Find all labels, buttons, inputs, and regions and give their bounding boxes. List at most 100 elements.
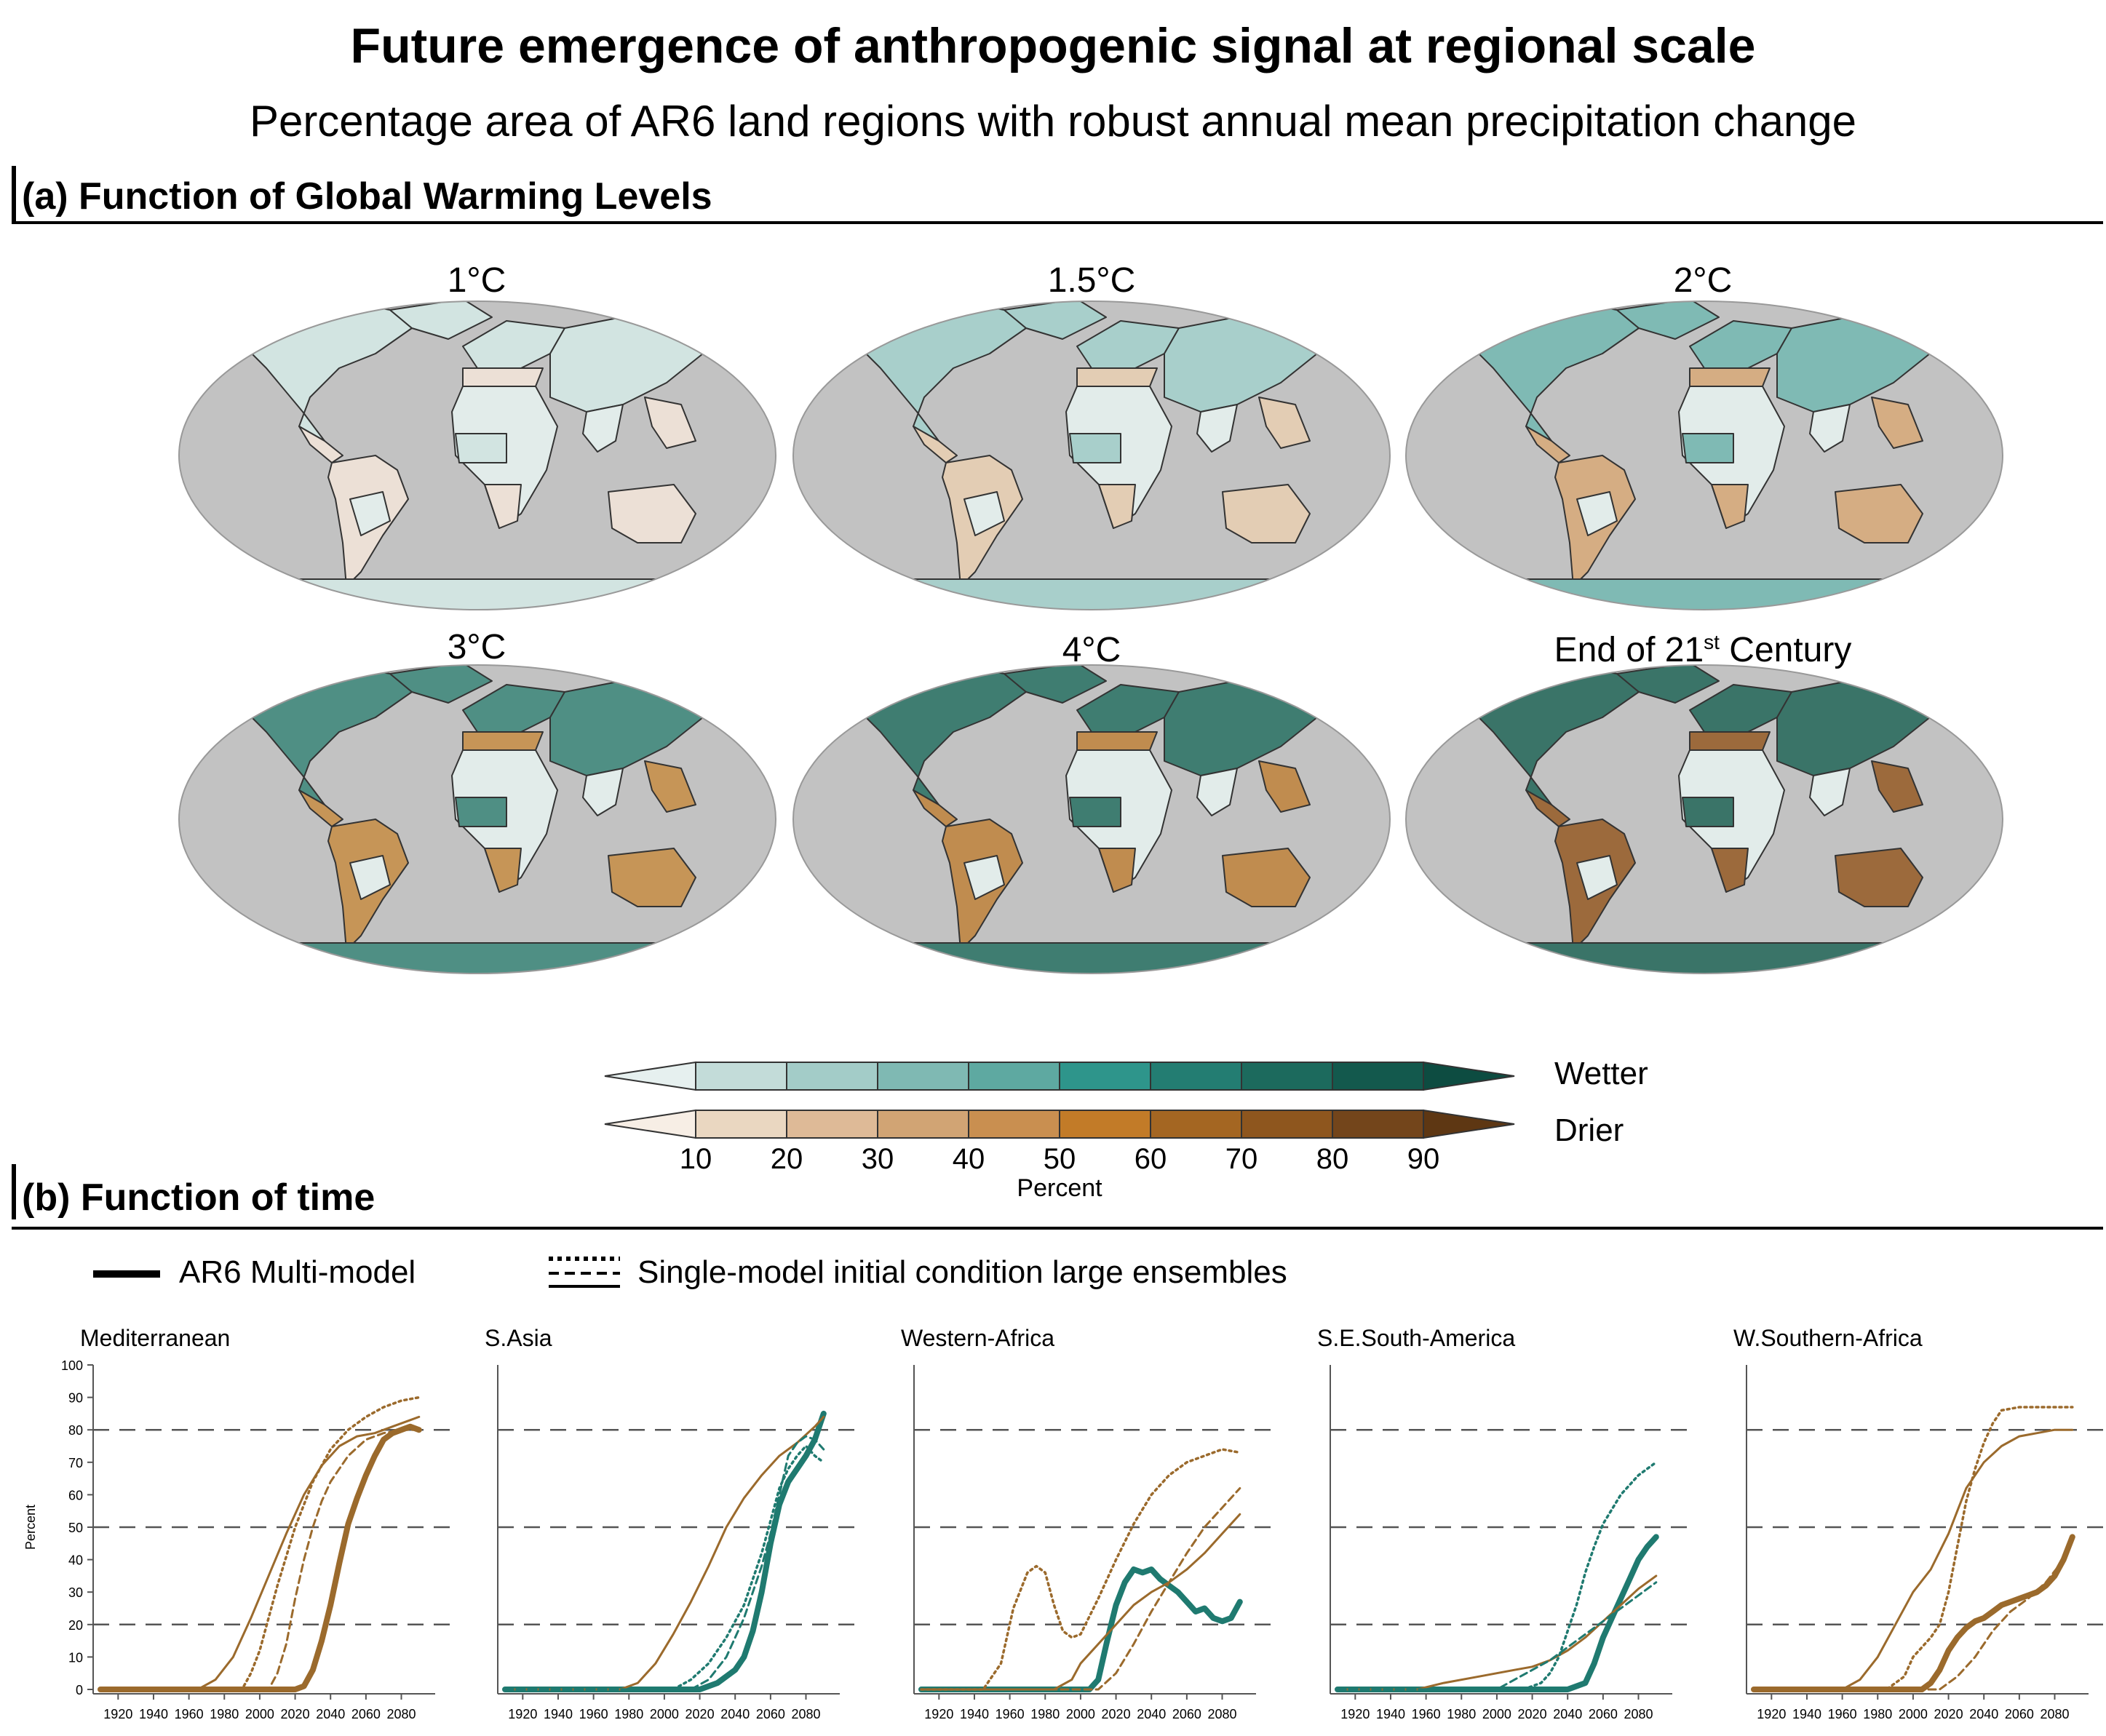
section-a-label: (a) Function of Global Warming Levels (22, 175, 712, 218)
time-series-panel-2: Western-Africa 1920 1940 1960 1980 2000 2020 20… (901, 1325, 1271, 1721)
time-series-panel-3: S.E.South-America 1920 1940 1960 1980 2000 202… (1317, 1325, 1687, 1721)
x-tick-label: 2020 (281, 1707, 310, 1721)
land-western-africa (1682, 797, 1734, 827)
land-southeast-asia (1258, 760, 1311, 813)
land-mediterranean (1689, 731, 1771, 751)
colorbar-dry-label: Drier (1554, 1112, 1624, 1148)
x-tick-label: 2040 (1137, 1707, 1166, 1721)
series-multi (918, 1566, 1243, 1692)
series-dashed (1752, 1539, 2074, 1691)
y-tick-label: 80 (68, 1423, 83, 1438)
land-antarctica (179, 942, 776, 973)
colorbar-wet (604, 1061, 1515, 1091)
x-tick-label: 2020 (686, 1707, 715, 1721)
land-australia (1222, 484, 1311, 544)
legend-large-ensembles-label: Single-model initial condition large ens… (637, 1254, 1287, 1290)
colorbar-dry-bin-6 (1241, 1110, 1333, 1139)
y-axis-label: Percent (23, 1505, 38, 1550)
colorbar: 10 20 30 40 50 60 70 80 90 Percent Wetter Drier (604, 1056, 1648, 1202)
colorbar-wet-bin-5 (1150, 1062, 1242, 1091)
land-south-asia (582, 768, 624, 816)
time-series-panel-0: Mediterranean 0 10 20 30 40 50 60 70 80 90 100 Perce… (23, 1325, 450, 1721)
x-tick-label: 2000 (1899, 1707, 1928, 1721)
section-a-marker (12, 166, 16, 221)
land-central-america (913, 426, 958, 463)
land-antarctica (1406, 942, 2003, 973)
colorbar-dry-low-arrow (604, 1109, 696, 1139)
section-b-rule (12, 1227, 2103, 1230)
series-dotted (1336, 1461, 1658, 1691)
colorbar-wet-low-arrow (604, 1061, 696, 1091)
land-australia (1222, 848, 1311, 907)
land-central-america (298, 789, 343, 827)
land-southern-africa (1711, 848, 1749, 893)
x-tick-label: 2040 (316, 1707, 345, 1721)
series-multi (1335, 1534, 1659, 1692)
series-dashed (920, 1487, 1241, 1691)
y-tick-label: 70 (68, 1456, 83, 1470)
series-dotted (99, 1395, 421, 1691)
land-australia (1835, 848, 1923, 907)
x-tick-label: 2000 (1066, 1707, 1095, 1721)
land-se-south-america (1576, 855, 1618, 900)
world-map-4 (792, 664, 1391, 974)
land-greenland (1004, 665, 1107, 704)
y-tick-label: 0 (76, 1683, 83, 1697)
land-greenland (1004, 301, 1107, 340)
x-tick-label: 1940 (139, 1707, 168, 1721)
colorbar-dry (604, 1109, 1515, 1139)
colorbar-dry-bin-5 (1150, 1110, 1242, 1139)
x-tick-label: 1980 (1863, 1707, 1892, 1721)
land-greenland (389, 301, 493, 340)
x-tick-label: 2080 (2040, 1707, 2069, 1721)
colorbar-dry-bin-3 (968, 1110, 1060, 1139)
series-multi (98, 1423, 422, 1692)
y-tick-label: 100 (61, 1358, 83, 1373)
series-dotted (920, 1448, 1241, 1691)
colorbar-tick-label: 40 (953, 1143, 985, 1175)
colorbar-wet-bin-2 (877, 1062, 969, 1091)
x-tick-label: 1940 (1376, 1707, 1405, 1721)
land-southeast-asia (644, 397, 696, 449)
panel-title: W.Southern-Africa (1733, 1325, 1923, 1351)
land-south-asia (1809, 404, 1851, 453)
colorbar-tick-label: 90 (1407, 1143, 1440, 1175)
colorbar-tick-label: 30 (862, 1143, 894, 1175)
panel-title: Western-Africa (901, 1325, 1054, 1351)
legend-multi-model-swatch (93, 1270, 160, 1278)
colorbar-wet-high-arrow (1423, 1061, 1515, 1091)
x-tick-label: 2040 (1969, 1707, 1998, 1721)
x-tick-label: 1960 (175, 1707, 204, 1721)
x-tick-label: 2000 (1482, 1707, 1511, 1721)
x-tick-label: 1960 (1828, 1707, 1857, 1721)
x-tick-label: 2020 (1934, 1707, 1963, 1721)
series-dotted (504, 1444, 825, 1691)
x-tick-label: 1920 (924, 1707, 953, 1721)
land-southern-africa (1098, 848, 1136, 893)
series-solid (1336, 1574, 1658, 1691)
colorbar-tick-label: 80 (1316, 1143, 1349, 1175)
land-southeast-asia (1871, 397, 1923, 449)
land-southeast-asia (1258, 397, 1311, 449)
legend-multi-model-label: AR6 Multi-model (179, 1254, 416, 1290)
world-map-1 (792, 300, 1391, 610)
x-tick-label: 1940 (1792, 1707, 1821, 1721)
colorbar-wet-bin-3 (968, 1062, 1060, 1091)
x-tick-label: 2060 (2005, 1707, 2034, 1721)
land-southeast-asia (1871, 760, 1923, 813)
colorbar-wet-bin-6 (1241, 1062, 1333, 1091)
y-tick-label: 40 (68, 1553, 83, 1568)
figure-title: Future emergence of anthropogenic signal… (350, 18, 1756, 73)
land-western-africa (455, 797, 507, 827)
maps-panel (178, 300, 2003, 974)
land-central-america (298, 426, 343, 463)
colorbar-wet-label: Wetter (1554, 1056, 1648, 1091)
map-title-1c: 1°C (447, 261, 506, 300)
y-tick-label: 90 (68, 1391, 83, 1406)
colorbar-tick-label: 10 (680, 1143, 712, 1175)
x-tick-label: 1940 (960, 1707, 989, 1721)
y-tick-label: 60 (68, 1488, 83, 1502)
land-central-america (1525, 789, 1570, 827)
time-series-panels: Mediterranean 0 10 20 30 40 50 60 70 80 90 100 Perce… (23, 1325, 2103, 1721)
x-tick-label: 1920 (1340, 1707, 1370, 1721)
